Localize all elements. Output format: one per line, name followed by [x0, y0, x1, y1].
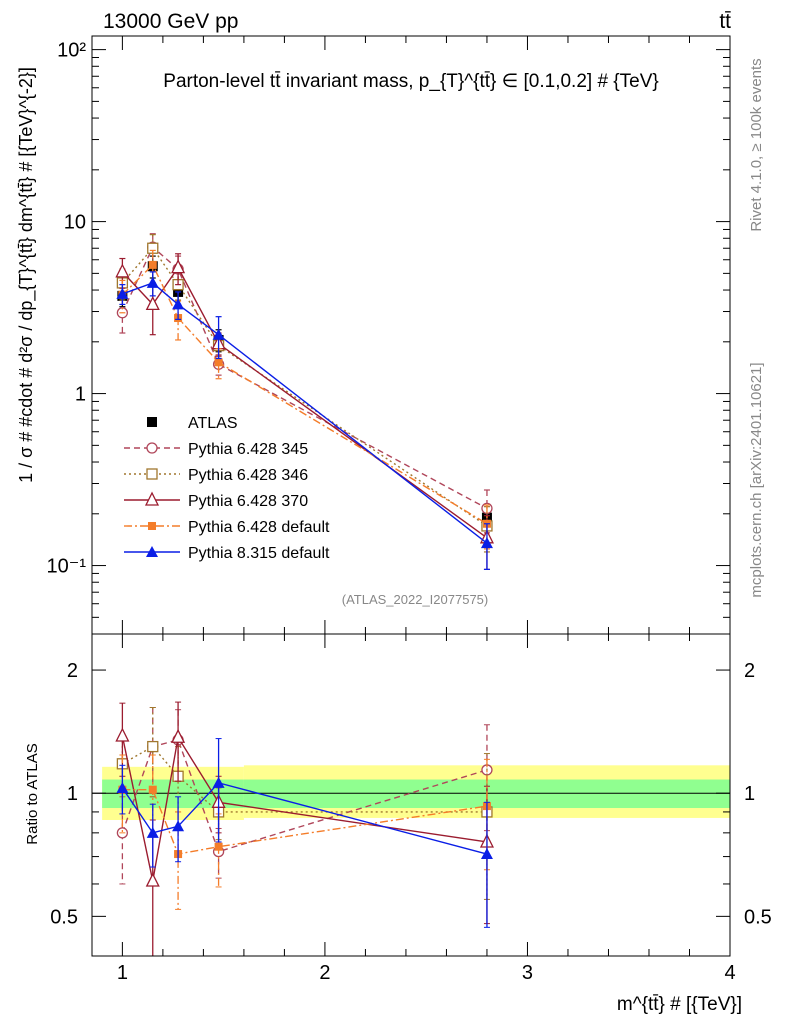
- legend-marker: [146, 468, 158, 480]
- ratio-y-tick-label: 0.5: [50, 906, 78, 928]
- ratio-frame: [91, 633, 731, 957]
- main-y-tick-label: 1: [75, 384, 86, 406]
- legend-label: Pythia 6.428 345: [188, 441, 308, 458]
- data-point: [115, 263, 130, 278]
- x-tick-label: 1: [117, 962, 128, 984]
- ratio-data-point: [214, 842, 223, 851]
- legend-marker: [147, 417, 157, 427]
- main-panel: 10⁻¹ 1 10 10² Parton-level tt̄ invariant ma…: [16, 35, 731, 635]
- process-label: tt̄: [719, 10, 731, 33]
- main-y-tick-label: 10²: [57, 40, 86, 62]
- legend: ATLAS Pythia 6.428 345 Pythia 6.428 346 Pyt…: [124, 415, 330, 562]
- x-tick-label: 3: [522, 962, 533, 984]
- ratio-data-point: [172, 820, 185, 832]
- data-point: [172, 298, 185, 310]
- legend-marker: [146, 546, 158, 557]
- legend-marker: [144, 491, 160, 506]
- ratio-y-tick-label: 2: [67, 660, 78, 682]
- data-point: [145, 295, 160, 311]
- legend-label: ATLAS: [188, 415, 238, 432]
- ratio-panel: 0.5 0.5 1 1 2 2 1 2 3 4 Ratio to ATLAS m^{tt̄} # …: [24, 633, 772, 1015]
- rivet-version-label: Rivet 4.1.0, ≥ 100k events: [748, 58, 765, 231]
- ratio-series-group: [115, 701, 495, 956]
- x-tick-label: 4: [724, 962, 735, 984]
- legend-label: Pythia 6.428 346: [188, 467, 308, 484]
- legend-label: Pythia 6.428 370: [188, 493, 308, 510]
- ratio-data-point: [147, 740, 159, 753]
- series-pythia-8-315-default: [116, 271, 493, 570]
- analysis-id-label: (ATLAS_2022_I2077575): [342, 592, 488, 607]
- x-tick-label: 2: [319, 962, 330, 984]
- legend-label: Pythia 8.315 default: [188, 545, 330, 562]
- data-point: [171, 259, 186, 274]
- mcplots-source-label: mcplots.cern.ch [arXiv:2401.10621]: [748, 362, 765, 597]
- ratio-series-line: [121, 739, 488, 853]
- data-point: [116, 287, 129, 299]
- data-point: [214, 358, 223, 367]
- main-y-axis-label: 1 / σ # #cdot # d²σ / dp_{T}^{tt̄} dm^{t…: [16, 67, 37, 483]
- main-plot-area: [92, 36, 730, 634]
- ratio-data-point: [116, 781, 129, 793]
- ratio-series-pythia-6-428-370: [115, 701, 495, 956]
- main-axis-ticks: 10⁻¹ 1 10 10²: [47, 36, 731, 635]
- legend-label: Pythia 6.428 default: [188, 519, 330, 536]
- ratio-y-axis-label: Ratio to ATLAS: [24, 743, 41, 844]
- main-y-tick-label: 10⁻¹: [47, 556, 87, 578]
- x-axis-label: m^{tt̄} # [{TeV}]: [617, 994, 742, 1015]
- ratio-y-tick-label: 1: [67, 783, 78, 805]
- ratio-data-point: [146, 826, 159, 838]
- main-chart-title: Parton-level tt̄ invariant mass, p_{T}^{…: [163, 71, 658, 92]
- main-series-group: [115, 233, 495, 570]
- legend-marker: [146, 442, 158, 454]
- data-point: [212, 328, 225, 340]
- data-point: [480, 537, 493, 549]
- legend-marker: [148, 522, 156, 530]
- ratio-y-tick-label-right: 0.5: [744, 906, 772, 928]
- ratio-data-point: [480, 848, 493, 860]
- ratio-data-point: [145, 872, 160, 887]
- data-point: [146, 276, 159, 288]
- ratio-data-point: [148, 785, 157, 794]
- ratio-axis-ticks: 0.5 0.5 1 1 2 2 1 2 3 4: [50, 634, 772, 984]
- energy-label: 13000 GeV pp: [103, 10, 238, 33]
- main-y-tick-label: 10: [64, 212, 86, 234]
- ratio-data-point: [115, 727, 130, 742]
- ratio-data-point: [171, 728, 186, 743]
- data-point: [148, 260, 157, 269]
- ratio-data-point: [212, 776, 225, 788]
- ratio-y-tick-label-right: 1: [744, 783, 755, 805]
- ratio-y-tick-label-right: 2: [744, 660, 755, 682]
- ratio-series-pythia-8-315-default: [116, 738, 493, 928]
